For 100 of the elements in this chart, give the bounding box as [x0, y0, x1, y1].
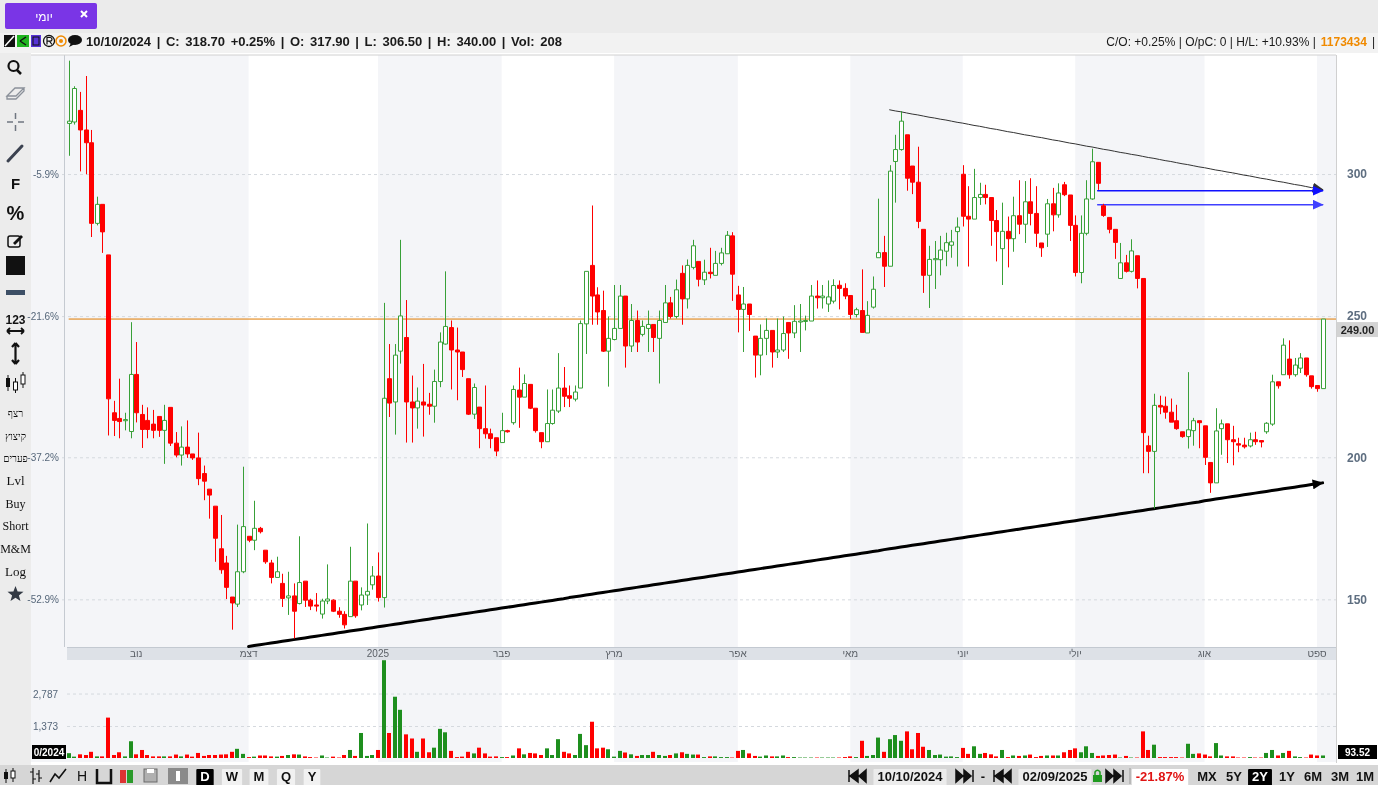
candlestick [1321, 318, 1326, 390]
text: - [980, 769, 986, 784]
bar [927, 749, 931, 758]
bar [1197, 753, 1201, 758]
bar [1270, 749, 1274, 758]
text: 10/10/2024 [877, 769, 944, 784]
candlestick [522, 373, 527, 398]
candlestick [1011, 196, 1016, 253]
bar [781, 755, 785, 758]
candlestick [247, 535, 252, 543]
bar [601, 747, 605, 758]
text: 3M [1330, 769, 1350, 784]
candlestick [865, 300, 870, 334]
y2-tick-label: 250 [1346, 309, 1368, 324]
bar [1023, 755, 1027, 758]
candlestick [1208, 461, 1213, 494]
bar [1017, 755, 1021, 758]
candlestick [297, 535, 302, 605]
text: 1173434 [1320, 35, 1368, 49]
text: Y [307, 769, 317, 784]
y-tick-label: 2,787 [33, 688, 59, 700]
bar [741, 749, 745, 758]
x-tick-label: מאי [842, 648, 859, 659]
candlestick [747, 303, 752, 332]
bar [865, 755, 869, 758]
bar [680, 752, 684, 758]
candlestick [753, 335, 758, 379]
text: % [6, 202, 25, 224]
candlestick [1197, 420, 1202, 449]
text: C/O: +0.25% | O/pC: 0 | H/L: +10.93% | [1106, 35, 1316, 49]
text: H [76, 768, 88, 784]
bar [1045, 755, 1049, 758]
candlestick [292, 582, 297, 639]
bar [1107, 755, 1111, 758]
bar [359, 732, 363, 758]
x-tick-label: דצמ [239, 648, 258, 659]
text: רצף [7, 408, 24, 419]
candlestick [815, 279, 820, 310]
bar [657, 755, 661, 758]
bar [736, 750, 740, 758]
candlestick [1203, 425, 1208, 466]
candlestick [1023, 180, 1028, 244]
candlestick [573, 385, 578, 402]
candlestick [696, 260, 701, 287]
bar [668, 755, 672, 758]
candlestick [871, 275, 876, 310]
y2-tick-label: 150 [1346, 593, 1368, 608]
bar [78, 754, 82, 758]
bar [899, 740, 903, 758]
candlestick [100, 203, 105, 254]
candlestick [207, 488, 212, 520]
bar [753, 755, 757, 758]
candlestick [1096, 161, 1101, 191]
candlestick [736, 285, 741, 333]
text: 0/2024 [33, 747, 65, 758]
bar [1090, 752, 1094, 758]
text: 93.52 [1344, 747, 1371, 758]
text: Buy [5, 497, 26, 511]
text: קיצוץ [5, 431, 26, 442]
x-tick-label: פבר [492, 648, 511, 659]
candlestick [702, 259, 707, 286]
text: Log [5, 564, 27, 579]
candlestick [269, 559, 274, 584]
bar [882, 751, 886, 758]
x-tick-label: 2025 [366, 648, 390, 659]
bar [629, 754, 633, 758]
x-tick-label: יוני [956, 648, 969, 659]
candlestick [730, 231, 735, 302]
bar [241, 753, 245, 758]
bar [280, 755, 284, 758]
candlestick [258, 526, 263, 534]
text: Lvl [6, 473, 25, 488]
candlestick [134, 341, 139, 423]
bar [213, 755, 217, 758]
candlestick [505, 429, 510, 434]
bar [1000, 749, 1004, 758]
bar [1281, 752, 1285, 758]
bar [1264, 752, 1268, 758]
candlestick [1101, 203, 1106, 218]
candlestick [1124, 254, 1129, 273]
text: W [225, 769, 239, 784]
bar [382, 660, 386, 758]
candlestick [106, 254, 111, 436]
bar [972, 746, 976, 758]
candlestick [162, 404, 167, 465]
text: 02/09/2025 [1022, 769, 1088, 784]
candlestick [1017, 179, 1022, 235]
text: 1M [1355, 769, 1375, 784]
candlestick [882, 235, 887, 288]
bar [348, 749, 352, 758]
candlestick [1281, 337, 1286, 376]
y-tick-label: -37.2% [27, 452, 60, 464]
bar [539, 755, 543, 758]
y-tick-label: -21.6% [27, 311, 60, 323]
bar [427, 752, 431, 758]
candlestick [1118, 242, 1123, 279]
candlestick [708, 247, 713, 279]
candlestick [1039, 242, 1044, 258]
candlestick [370, 565, 375, 591]
candlestick [398, 239, 403, 365]
